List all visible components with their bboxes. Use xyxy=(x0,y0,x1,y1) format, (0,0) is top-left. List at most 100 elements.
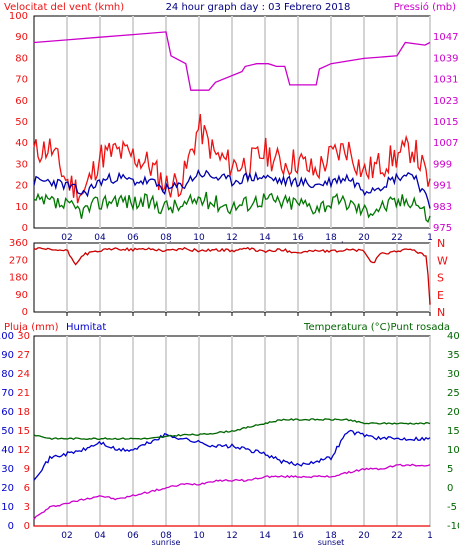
p1-x-tick: 04 xyxy=(94,233,106,243)
humidity-temperature-panel: Pluja (mm) Humitat Temperatura (°C)Punt ro… xyxy=(0,322,459,547)
p1-x-tick: 06 xyxy=(127,233,139,243)
p3-x-tick: 10 xyxy=(193,531,205,541)
p2-right-tick: N xyxy=(437,306,445,319)
p3-series-temperature xyxy=(33,418,431,441)
p3-humidity-tick: 100 xyxy=(0,331,14,342)
p3-sunset-label: sunset xyxy=(318,538,345,547)
p2-right-tick: W xyxy=(437,254,448,267)
p3-rain-tick: 21 xyxy=(17,388,30,399)
p3-humidity-tick: 80 xyxy=(1,369,14,380)
p3-temperature-tick: 15 xyxy=(447,426,459,437)
p2-left-tick: 360 xyxy=(9,238,28,249)
p1-left-tick: 40 xyxy=(15,138,28,149)
p2-left-tick: 270 xyxy=(9,255,28,266)
p1-right-tick: 975 xyxy=(433,223,452,234)
p1-x-tick: 20 xyxy=(358,233,370,243)
p3-temperature-tick: 20 xyxy=(447,407,459,418)
p3-temperature-tick: 0 xyxy=(447,483,453,494)
p3-temperature-axis-label: Temperatura (°C)Punt rosada xyxy=(303,322,450,333)
p3-temperature-tick: 40 xyxy=(447,331,459,342)
p3-x-tick: 16 xyxy=(292,531,304,541)
p1-right-tick: 1015 xyxy=(433,117,458,128)
wind-pressure-panel: 0102030405060708090100975983991999100710… xyxy=(4,1,458,249)
p3-humidity-tick: 20 xyxy=(1,483,14,494)
p3-rain-tick: 3 xyxy=(24,502,30,513)
p2-right-tick: S xyxy=(437,272,444,285)
p1-left-tick: 60 xyxy=(15,96,28,107)
p3-temperature-tick: 35 xyxy=(447,350,459,361)
p1-left-tick: 0 xyxy=(22,223,28,234)
p3-temperature-tick: 10 xyxy=(447,445,459,456)
p3-rain-tick: 27 xyxy=(17,350,30,361)
p3-x-tick: 18 xyxy=(325,531,337,541)
p1-left-tick: 70 xyxy=(15,75,28,86)
p2-right-tick: N xyxy=(437,237,445,250)
p3-humidity-tick: 30 xyxy=(1,464,14,475)
p3-rain-tick: 6 xyxy=(24,483,30,494)
p1-x-tick: 02 xyxy=(61,233,72,243)
p1-right-tick: 1047 xyxy=(433,32,458,43)
p1-right-tick: 1023 xyxy=(433,96,458,107)
p1-right-tick: 983 xyxy=(433,202,452,213)
p1-x-tick: 18 xyxy=(325,233,337,243)
p1-series-windavg xyxy=(33,168,431,209)
p3-humidity-tick: 70 xyxy=(1,388,14,399)
p1-right-tick: 999 xyxy=(433,159,452,170)
p2-right-tick: E xyxy=(437,289,444,302)
p3-humidity-tick: 50 xyxy=(1,426,14,437)
p3-rain-tick: 0 xyxy=(24,521,30,532)
p3-sunrise-label: sunrise xyxy=(152,538,181,547)
p1-series-windlow xyxy=(33,191,431,223)
p3-x-tick: 20 xyxy=(358,531,370,541)
p3-series-dewpoint xyxy=(33,463,431,520)
p1-right-tick: 991 xyxy=(433,181,452,192)
header-wind-label: Velocitat del vent (kmh) xyxy=(4,2,124,13)
p2-left-tick: 0 xyxy=(22,307,28,318)
p3-humidity-axis-label: Humitat xyxy=(66,322,106,333)
p1-left-tick: 50 xyxy=(15,117,28,128)
p1-left-tick: 30 xyxy=(15,159,28,170)
p3-series-humidity xyxy=(33,429,431,481)
p1-left-tick: 80 xyxy=(15,53,28,64)
p1-x-tick: 22 xyxy=(391,233,402,243)
p3-x-tick: 04 xyxy=(94,531,106,541)
p3-rain-tick: 9 xyxy=(24,464,30,475)
p3-temperature-tick: -5 xyxy=(447,502,457,513)
p1-series-gust xyxy=(33,113,431,204)
p1-x-tick: 16 xyxy=(292,233,304,243)
p3-x-tick: 06 xyxy=(127,531,139,541)
p1-x-tick: 14 xyxy=(259,233,271,243)
p1-x-tick: 12 xyxy=(226,233,237,243)
p3-temperature-tick: -10 xyxy=(447,521,459,532)
p3-x-tick: 12 xyxy=(226,531,237,541)
p1-left-tick: 90 xyxy=(15,32,28,43)
p1-left-tick: 20 xyxy=(15,181,28,192)
p1-right-tick: 1031 xyxy=(433,75,458,86)
header-title: 24 hour graph day : 03 Febrero 2018 xyxy=(166,2,351,13)
p1-left-tick: 10 xyxy=(15,202,28,213)
p3-x-tick: 08 xyxy=(160,531,172,541)
p3-rain-tick: 15 xyxy=(17,426,30,437)
p3-x-tick: 1 xyxy=(427,531,433,541)
p2-left-tick: 90 xyxy=(15,290,28,301)
p1-right-tick: 1007 xyxy=(433,138,458,149)
p3-rain-tick: 12 xyxy=(17,445,30,456)
p1-left-tick: 100 xyxy=(9,11,28,22)
p3-temperature-tick: 25 xyxy=(447,388,459,399)
p3-humidity-tick: 0 xyxy=(8,521,14,532)
p1-x-tick: 08 xyxy=(160,233,172,243)
p3-humidity-tick: 60 xyxy=(1,407,14,418)
p3-humidity-tick: 10 xyxy=(1,502,14,513)
p1-x-tick: 1 xyxy=(427,233,433,243)
p3-humidity-tick: 40 xyxy=(1,445,14,456)
p3-humidity-tick: 90 xyxy=(1,350,14,361)
p3-rain-tick: 24 xyxy=(17,369,30,380)
p3-rain-axis-label: Pluja (mm) xyxy=(4,322,59,333)
p3-temperature-tick: 5 xyxy=(447,464,453,475)
p1-series-pressure xyxy=(33,31,431,91)
p3-x-tick: 02 xyxy=(61,531,72,541)
p3-rain-tick: 30 xyxy=(17,331,30,342)
